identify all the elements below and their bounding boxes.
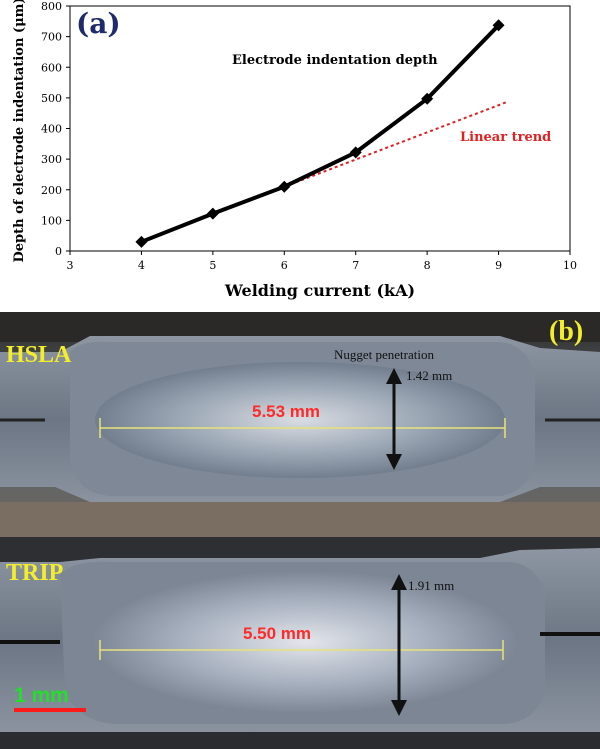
data-point-marker bbox=[349, 146, 362, 159]
y-tick-label: 300 bbox=[41, 153, 62, 166]
series-label-linear-trend: Linear trend bbox=[460, 130, 551, 145]
y-tick-label: 500 bbox=[41, 92, 62, 105]
panel-label-a: (a) bbox=[76, 7, 121, 40]
x-tick-label: 6 bbox=[281, 259, 288, 272]
x-tick-label: 9 bbox=[495, 259, 502, 272]
y-tick-label: 700 bbox=[41, 31, 62, 44]
data-point-marker bbox=[421, 92, 434, 105]
panel-label-b: (b) bbox=[549, 316, 584, 347]
series-indentation-line bbox=[140, 23, 501, 244]
x-tick-label: 7 bbox=[352, 259, 359, 272]
y-tick-label: 600 bbox=[41, 61, 62, 74]
x-tick-label: 3 bbox=[67, 259, 74, 272]
plot-frame bbox=[69, 5, 571, 252]
micrograph-panel: (b) HSLA Nugget penetration 1.42 mm 5.53… bbox=[0, 312, 600, 749]
chart-panel: 0 100 200 300 400 500 600 700 800 3 4 5 6 7 8 9 10 (a) … bbox=[0, 0, 600, 305]
data-point-marker bbox=[278, 180, 291, 193]
series-label-indentation: Electrode indentation depth bbox=[232, 53, 438, 68]
nugget-width-trip: 5.50 mm bbox=[243, 624, 312, 643]
x-tick-label: 10 bbox=[563, 259, 577, 272]
y-tick-label: 100 bbox=[41, 214, 62, 227]
y-axis-title: Depth of electrode indentation (μm) bbox=[12, 0, 27, 263]
penetration-value-trip: 1.91 mm bbox=[408, 578, 455, 593]
penetration-caption: Nugget penetration bbox=[334, 347, 434, 362]
micrograph-image bbox=[0, 312, 600, 749]
scale-bar-label: 1 mm bbox=[14, 684, 69, 707]
y-tick-label: 800 bbox=[41, 0, 62, 13]
y-axis-ticks: 0 100 200 300 400 500 600 700 800 bbox=[41, 0, 70, 258]
x-axis-title: Welding current (kA) bbox=[224, 281, 415, 300]
x-tick-label: 4 bbox=[138, 259, 145, 272]
sample-label-trip: TRIP bbox=[6, 560, 64, 586]
data-point-marker bbox=[206, 207, 219, 220]
penetration-value-hsla: 1.42 mm bbox=[406, 368, 453, 383]
x-tick-label: 8 bbox=[424, 259, 431, 272]
sample-label-hsla: HSLA bbox=[6, 342, 72, 368]
y-tick-label: 0 bbox=[55, 245, 62, 258]
series-layer bbox=[135, 19, 507, 248]
y-tick-label: 200 bbox=[41, 184, 62, 197]
nugget-width-hsla: 5.53 mm bbox=[252, 402, 321, 421]
data-point-marker bbox=[135, 235, 148, 248]
data-point-marker bbox=[492, 19, 505, 32]
x-axis-ticks: 3 4 5 6 7 8 9 10 bbox=[67, 251, 577, 272]
x-tick-label: 5 bbox=[209, 259, 216, 272]
y-tick-label: 400 bbox=[41, 123, 62, 136]
